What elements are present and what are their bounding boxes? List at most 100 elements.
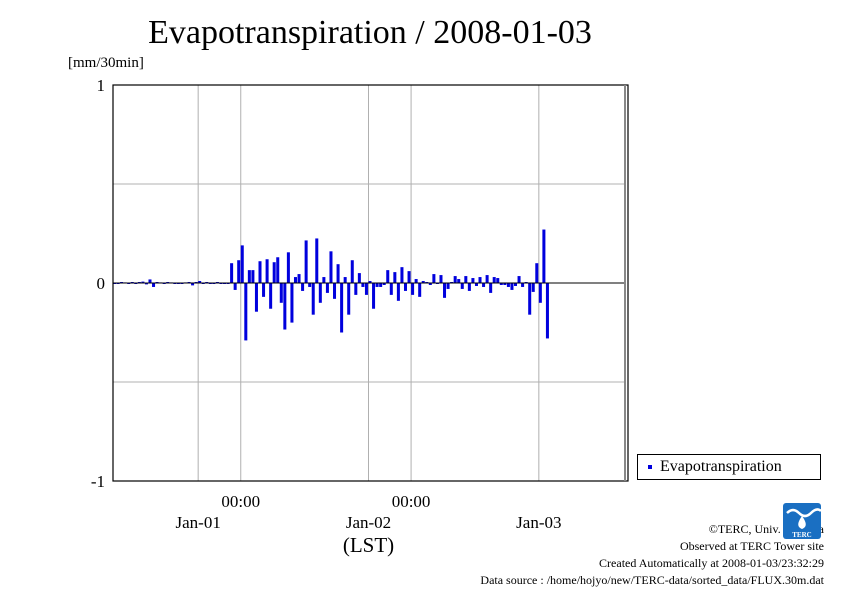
evapotranspiration-bar: [286, 252, 290, 283]
evapotranspiration-bar: [400, 267, 404, 283]
evapotranspiration-bar: [506, 283, 510, 287]
evapotranspiration-bar: [301, 283, 305, 291]
evapotranspiration-bar: [418, 283, 422, 297]
evapotranspiration-bar: [336, 264, 340, 283]
evapotranspiration-bar: [396, 283, 400, 301]
evapotranspiration-bar: [432, 274, 436, 283]
evapotranspiration-bar: [457, 279, 461, 283]
evapotranspiration-bar: [354, 283, 358, 295]
evapotranspiration-bar: [474, 283, 478, 286]
evapotranspiration-bar: [414, 279, 418, 283]
evapotranspiration-bar: [343, 277, 347, 283]
created-timestamp-text: Created Automatically at 2008-01-03/23:3…: [599, 556, 824, 570]
evapotranspiration-bar: [513, 283, 518, 286]
evapotranspiration-bar: [403, 283, 408, 291]
legend-swatch: [648, 465, 652, 469]
evapotranspiration-bar: [443, 283, 447, 298]
evapotranspiration-bar: [329, 251, 333, 283]
evapotranspiration-bar: [364, 283, 368, 295]
axes: [112, 84, 629, 482]
evapotranspiration-bar: [233, 283, 237, 290]
evapotranspiration-bar: [393, 272, 397, 283]
evapotranspiration-bar: [411, 283, 415, 295]
evapotranspiration-bar: [464, 276, 468, 283]
evapotranspiration-bar: [482, 283, 486, 287]
evapotranspiration-bar: [510, 283, 514, 290]
x-axis-unit-label: (LST): [343, 533, 394, 557]
evapotranspiration-bar: [333, 283, 337, 299]
evapotranspiration-bar: [230, 263, 234, 283]
evapotranspiration-bar: [446, 283, 450, 289]
evapotranspiration-bar: [269, 283, 273, 309]
evapotranspiration-bar: [148, 279, 152, 283]
evapotranspiration-bar: [531, 283, 535, 292]
evapotranspiration-bar: [499, 283, 503, 285]
evapotranspiration-bar: [347, 283, 351, 315]
evapotranspiration-bar: [254, 283, 258, 312]
evapotranspiration-bar: [290, 283, 294, 323]
evapotranspiration-bar: [489, 283, 493, 293]
evapotranspiration-bar: [386, 270, 390, 283]
evapotranspiration-bar: [262, 283, 266, 297]
evapotranspiration-bar: [240, 245, 244, 283]
y-tick-label: -1: [91, 472, 105, 491]
x-time-tick-label: 00:00: [392, 492, 431, 511]
evapotranspiration-bar: [357, 273, 361, 283]
evapotranspiration-bar: [382, 283, 386, 285]
evapotranspiration-bar: [350, 260, 354, 283]
evapotranspiration-bar: [460, 283, 464, 289]
evapotranspiration-bar: [467, 283, 471, 291]
evapotranspiration-bar: [152, 283, 156, 287]
evapotranspiration-bar: [325, 283, 329, 293]
evapotranspiration-bar: [478, 277, 482, 283]
evapotranspiration-bar: [276, 257, 280, 283]
evapotranspiration-bar: [244, 283, 248, 341]
x-date-label: Jan-01: [176, 513, 221, 532]
evapotranspiration-bar: [407, 271, 411, 283]
evapotranspiration-bar: [251, 270, 255, 283]
evapotranspiration-bar: [528, 283, 532, 315]
x-date-label: Jan-03: [516, 513, 561, 532]
evapotranspiration-bar: [141, 281, 145, 283]
y-tick-label: 0: [97, 274, 106, 293]
evapotranspiration-bar: [322, 277, 326, 283]
evapotranspiration-bar: [144, 283, 148, 285]
evapotranspiration-bar: [521, 283, 525, 287]
terc-logo: TERC: [783, 503, 821, 539]
evapotranspiration-bar: [272, 262, 276, 283]
evapotranspiration-bar: [389, 283, 393, 295]
evapotranspiration-bar: [538, 283, 542, 303]
y-tick-label: 1: [97, 76, 106, 95]
evapotranspiration-bar: [372, 283, 376, 309]
evapotranspiration-bar: [439, 275, 443, 283]
evapotranspiration-bar: [293, 277, 297, 283]
chart-title: Evapotranspiration / 2008-01-03: [148, 14, 592, 51]
y-axis-unit-label: [mm/30min]: [68, 55, 144, 71]
evapotranspiration-bar: [198, 281, 202, 283]
evapotranspiration-bar: [315, 238, 319, 283]
evapotranspiration-bar: [237, 260, 241, 283]
evapotranspiration-bar: [492, 277, 496, 283]
evapotranspiration-bar: [379, 283, 383, 287]
evapotranspiration-bar: [340, 283, 344, 333]
bars: [113, 229, 549, 341]
evapotranspiration-bar: [471, 278, 475, 283]
x-date-label: Jan-02: [346, 513, 391, 532]
evapotranspiration-bar: [318, 283, 322, 303]
evapotranspiration-bar: [503, 283, 507, 285]
evapotranspiration-bar: [311, 283, 315, 315]
x-time-tick-label: 00:00: [221, 492, 260, 511]
evapotranspiration-bar: [279, 283, 283, 303]
evapotranspiration-bar: [485, 275, 489, 283]
evapotranspiration-bar: [375, 283, 379, 287]
evapotranspiration-bar: [545, 283, 549, 339]
observation-site-text: Observed at TERC Tower site: [679, 539, 824, 553]
evapotranspiration-bar: [542, 229, 546, 283]
evapotranspiration-bar: [304, 240, 308, 283]
evapotranspiration-bar: [191, 283, 195, 286]
svg-text:TERC: TERC: [792, 531, 811, 539]
legend-label: Evapotranspiration: [660, 458, 782, 475]
evapotranspiration-bar: [517, 276, 521, 283]
evapotranspiration-bar: [428, 283, 432, 285]
